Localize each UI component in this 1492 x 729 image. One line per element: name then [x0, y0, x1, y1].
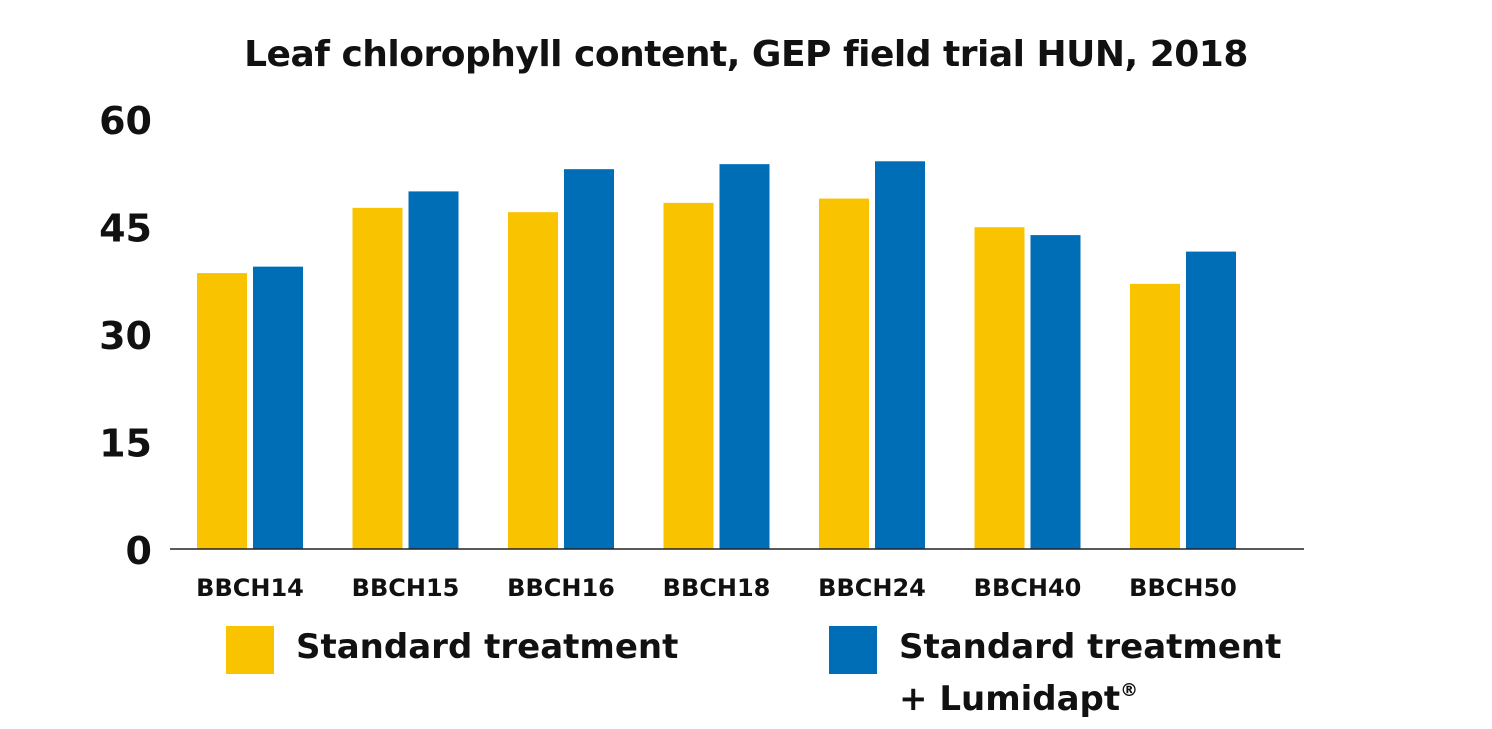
bar-bbch24-series-1: [819, 198, 869, 550]
bar-bbch15-series-1: [352, 207, 403, 549]
registered-mark: ®: [1120, 680, 1139, 701]
legend-label-lumidapt-line2: + Lumidapt®: [899, 679, 1139, 719]
bar-bbch50-series-1: [1130, 283, 1180, 549]
x-tick-label: BBCH15: [352, 574, 460, 602]
bar-bbch18-series-1: [663, 202, 714, 549]
bar-bbch16-series-2: [564, 169, 614, 549]
x-tick-label: BBCH50: [1129, 574, 1237, 602]
x-tick-label: BBCH16: [507, 574, 615, 602]
legend-label-standard: Standard treatment: [296, 627, 679, 667]
bar-bbch15-series-2: [408, 191, 459, 549]
bar-bbch40-series-1: [974, 227, 1025, 549]
y-tick-label: 15: [99, 422, 152, 466]
x-tick-label: BBCH24: [818, 574, 926, 602]
legend-item-lumidapt: Standard treatment + Lumidapt®: [829, 626, 1281, 721]
bar-bbch14-series-2: [253, 266, 303, 549]
bar-bbch24-series-2: [875, 161, 925, 550]
legend-label-lumidapt: Standard treatment + Lumidapt®: [899, 626, 1281, 721]
x-tick-label: BBCH18: [663, 574, 771, 602]
y-tick-label: 60: [99, 99, 152, 143]
y-tick-label: 30: [99, 314, 152, 358]
legend-item-standard: Standard treatment: [226, 626, 678, 674]
bar-bbch18-series-2: [719, 164, 770, 549]
legend-swatch-lumidapt: [829, 626, 877, 674]
x-tick-label: BBCH14: [196, 574, 304, 602]
legend-swatch-standard: [226, 626, 274, 674]
bar-bbch50-series-2: [1186, 251, 1236, 550]
x-tick-label: BBCH40: [974, 574, 1082, 602]
legend-label-lumidapt-line1: Standard treatment: [899, 627, 1282, 667]
chart-title: Leaf chlorophyll content, GEP field tria…: [244, 34, 1248, 75]
y-tick-label: 0: [126, 529, 152, 573]
bar-bbch40-series-2: [1030, 235, 1081, 549]
y-tick-label: 45: [99, 207, 152, 251]
bar-bbch14-series-1: [197, 273, 247, 549]
bar-bbch16-series-1: [508, 212, 558, 549]
